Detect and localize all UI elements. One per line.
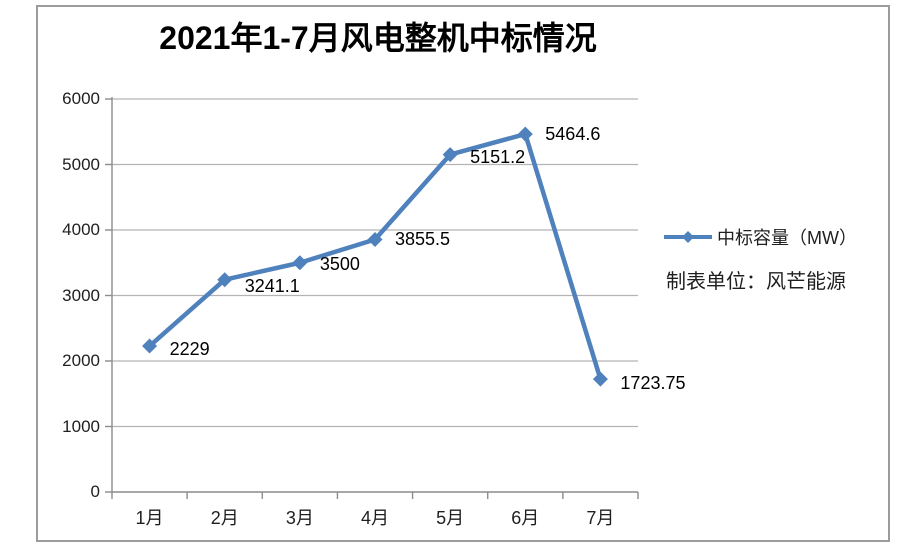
legend-line-marker-icon: [664, 231, 712, 243]
data-point-marker: [292, 255, 308, 271]
legend: 中标容量（MW）: [663, 224, 857, 250]
line-chart-plot: [105, 97, 639, 499]
data-label: 3855.5: [395, 229, 451, 250]
x-axis-label: 7月: [586, 508, 615, 528]
source-note: 制表单位：风芒能源: [666, 271, 846, 293]
data-label: 3241.1: [244, 275, 300, 296]
x-axis-label: 6月: [511, 508, 540, 528]
y-axis-label: 1000: [62, 416, 100, 436]
data-point-marker: [217, 272, 233, 288]
legend-diamond-icon: [682, 231, 694, 243]
chart-title: 2021年1-7月风电整机中标情况: [159, 20, 597, 56]
y-axis-label: 4000: [62, 220, 100, 239]
data-label: 5464.6: [545, 124, 601, 145]
x-axis-label: 4月: [360, 508, 389, 528]
data-label: 2229: [169, 339, 210, 359]
data-label: 5151.2: [470, 146, 526, 167]
data-point-marker: [367, 231, 383, 247]
data-point-marker: [517, 126, 533, 142]
y-axis-label: 0: [90, 482, 100, 501]
data-point-marker: [592, 371, 608, 387]
y-axis-label: 6000: [62, 89, 100, 108]
x-axis-label: 3月: [285, 508, 314, 528]
chart-container: 2021年1-7月风电整机中标情况 0 1000 2000 3000 4000 5000 6…: [36, 5, 890, 542]
x-axis-label: 2月: [210, 508, 239, 528]
legend-label: 中标容量（MW）: [717, 228, 857, 248]
data-point-marker: [442, 147, 458, 163]
x-axis-label: 5月: [436, 508, 465, 528]
y-axis-label: 5000: [62, 154, 100, 174]
y-axis-label: 3000: [62, 285, 100, 305]
y-axis-label: 2000: [62, 351, 100, 370]
series-line: [147, 131, 603, 382]
x-axis-label: 1月: [135, 508, 164, 528]
data-point-marker: [142, 338, 158, 354]
data-label: 3500: [319, 253, 360, 274]
data-label: 1723.75: [620, 373, 686, 394]
